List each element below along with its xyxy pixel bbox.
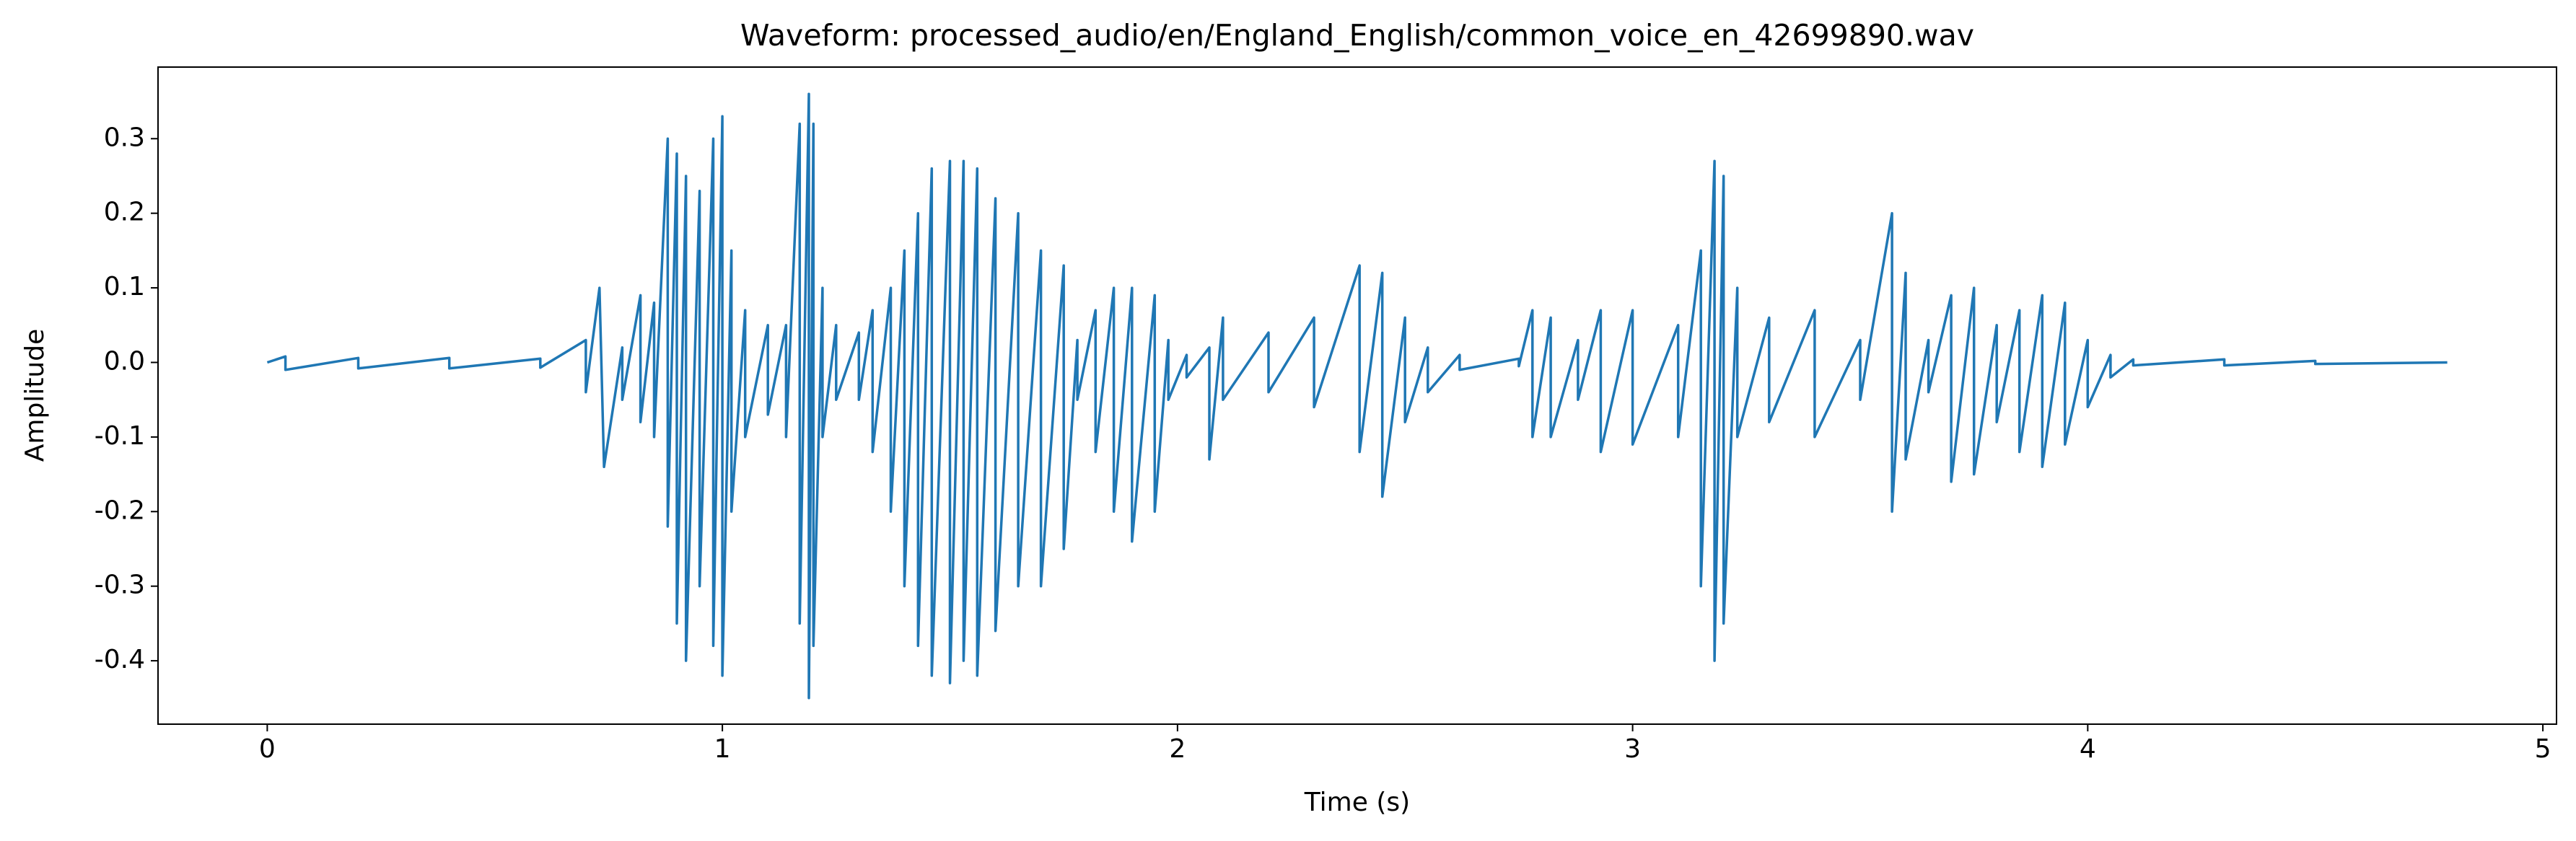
y-tick-label: -0.3 [95,571,145,600]
y-tick-label: 0.3 [104,123,145,152]
y-axis-label: Amplitude [20,329,50,462]
plot-frame [157,66,2557,725]
y-tick-label: 0.1 [104,272,145,301]
y-tick-label: -0.2 [95,496,145,525]
chart-title: Waveform: processed_audio/en/England_Eng… [740,18,1974,53]
y-tick-label: 0.2 [104,198,145,227]
x-tick-label: 3 [1624,734,1641,764]
x-axis-label: Time (s) [1304,788,1410,817]
y-tick-label: 0.0 [104,346,145,376]
y-tick-label: -0.1 [95,421,145,451]
waveform-line [266,92,2448,700]
x-tick-label: 5 [2535,734,2551,764]
y-tick-label: -0.4 [95,645,145,674]
x-tick-label: 1 [714,734,731,764]
x-tick-label: 2 [1169,734,1186,764]
x-tick-label: 0 [259,734,276,764]
x-tick-label: 4 [2080,734,2096,764]
